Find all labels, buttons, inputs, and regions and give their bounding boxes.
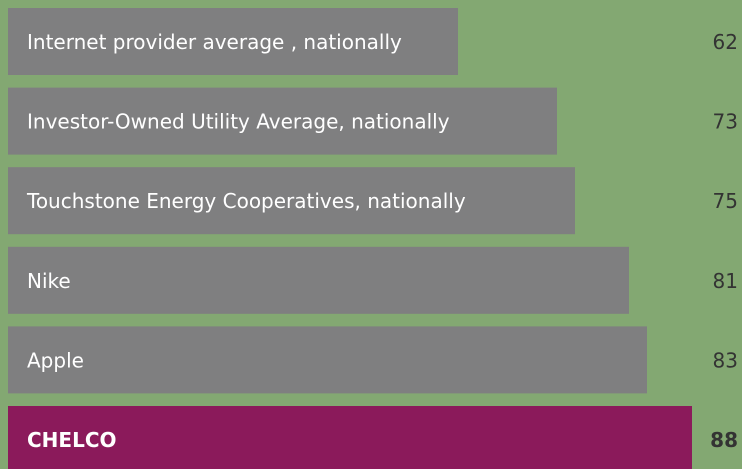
value-label: 62 [713,30,738,54]
bar-label: Investor-Owned Utility Average, national… [27,110,450,134]
value-label: 73 [713,110,738,134]
bar-label: Apple [27,348,84,372]
value-label: 81 [713,269,738,293]
bar [8,8,458,75]
bar [8,167,575,235]
bar [8,246,629,314]
value-label: 83 [713,348,738,372]
value-label: 88 [710,428,738,452]
bar-label: CHELCO [27,428,117,452]
bar-label: Touchstone Energy Cooperatives, national… [26,189,466,213]
bar [8,87,557,155]
bar [8,406,692,469]
bar-label: Nike [27,269,71,293]
bar-label: Internet provider average , nationally [27,30,402,54]
value-label: 75 [713,189,738,213]
bar [8,326,647,394]
